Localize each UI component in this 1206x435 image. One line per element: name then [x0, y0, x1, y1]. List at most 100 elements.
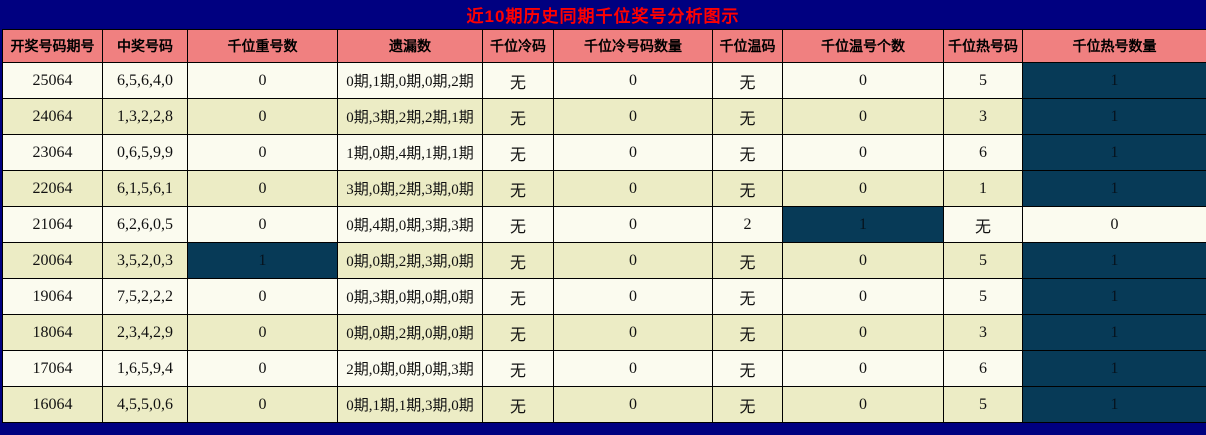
table-cell: 0,6,5,9,9 — [102, 134, 188, 171]
table-cell: 0 — [553, 386, 713, 423]
table-cell: 0期,0期,2期,3期,0期 — [337, 242, 483, 279]
table-row: 20064 3,5,2,0,3 1 0期,0期,2期,3期,0期无 0 无 0 5 1 — [2, 242, 1206, 279]
table-cell: 0 — [553, 350, 713, 387]
table-cell: 0 — [553, 206, 713, 243]
table-cell: 5 — [943, 242, 1023, 279]
column-header: 遗漏数 — [337, 29, 483, 63]
table-cell: 22064 — [2, 170, 103, 207]
table-row: 24064 1,3,2,2,8 0 0期,3期,2期,2期,1期无 0 无 0 3 1 — [2, 98, 1206, 135]
table-cell: 1 — [187, 242, 338, 279]
table-cell: 0 — [782, 134, 944, 171]
column-header: 开奖号码期号 — [2, 29, 103, 63]
table-cell: 3,5,2,0,3 — [102, 242, 188, 279]
table-cell: 0期,3期,0期,0期,0期 — [337, 278, 483, 315]
table-cell: 7,5,2,2,2 — [102, 278, 188, 315]
table-cell: 5 — [943, 278, 1023, 315]
table-cell: 无 — [712, 62, 783, 99]
column-header: 千位温号个数 — [782, 29, 944, 63]
table-cell: 0 — [1022, 206, 1206, 243]
table-cell: 6,2,6,0,5 — [102, 206, 188, 243]
table-cell: 无 — [482, 386, 554, 423]
table-cell: 0 — [187, 98, 338, 135]
table-cell: 6 — [943, 134, 1023, 171]
table-cell: 2,3,4,2,9 — [102, 314, 188, 351]
table-cell: 1 — [1022, 98, 1206, 135]
table-cell: 0 — [553, 62, 713, 99]
page-title: 近10期历史同期千位奖号分析图示 — [466, 7, 740, 26]
table-cell: 0 — [187, 314, 338, 351]
table-cell: 1 — [1022, 278, 1206, 315]
analysis-table: 开奖号码期号 中奖号码 千位重号数 遗漏数 千位冷码 千位冷号码数量 千位温码 千位温号个数千… — [2, 29, 1206, 423]
table-cell: 6 — [943, 350, 1023, 387]
table-cell: 0 — [782, 386, 944, 423]
table-cell: 无 — [482, 242, 554, 279]
table-cell: 无 — [482, 206, 554, 243]
table-cell: 0期,3期,2期,2期,1期 — [337, 98, 483, 135]
table-cell: 无 — [712, 350, 783, 387]
table-cell: 21064 — [2, 206, 103, 243]
table-cell: 1 — [1022, 62, 1206, 99]
table-row: 17064 1,6,5,9,4 0 2期,0期,0期,0期,3期无 0 无 0 6 1 — [2, 350, 1206, 387]
table-row: 16064 4,5,5,0,6 0 0期,1期,1期,3期,0期无 0 无 0 5 1 — [2, 386, 1206, 423]
table-cell: 6,5,6,4,0 — [102, 62, 188, 99]
column-header: 千位重号数 — [187, 29, 338, 63]
table-row: 21064 6,2,6,0,5 0 0期,4期,0期,3期,3期无 0 2 1 无 0 — [2, 206, 1206, 243]
table-cell: 0 — [553, 170, 713, 207]
table-cell: 3 — [943, 98, 1023, 135]
table-cell: 1期,0期,4期,1期,1期 — [337, 134, 483, 171]
table-cell: 1 — [1022, 134, 1206, 171]
column-header: 千位冷码 — [482, 29, 554, 63]
table-cell: 17064 — [2, 350, 103, 387]
table-cell: 无 — [712, 314, 783, 351]
table-row: 22064 6,1,5,6,1 0 3期,0期,2期,3期,0期无 0 无 0 1 1 — [2, 170, 1206, 207]
title-bar: 近10期历史同期千位奖号分析图示 — [0, 0, 1206, 29]
table-cell: 0 — [782, 350, 944, 387]
table-cell: 20064 — [2, 242, 103, 279]
table-cell: 0 — [187, 278, 338, 315]
table-cell: 2期,0期,0期,0期,3期 — [337, 350, 483, 387]
table-cell: 0 — [187, 206, 338, 243]
table-cell: 0 — [187, 134, 338, 171]
table-cell: 1 — [943, 170, 1023, 207]
table-cell: 0期,1期,0期,0期,2期 — [337, 62, 483, 99]
table-cell: 1 — [1022, 242, 1206, 279]
table-cell: 0 — [782, 170, 944, 207]
header-row: 开奖号码期号 中奖号码 千位重号数 遗漏数 千位冷码 千位冷号码数量 千位温码 千位温号个数千… — [2, 29, 1206, 63]
table-row: 23064 0,6,5,9,9 0 1期,0期,4期,1期,1期无 0 无 0 6 1 — [2, 134, 1206, 171]
table-cell: 0期,1期,1期,3期,0期 — [337, 386, 483, 423]
table-cell: 无 — [712, 242, 783, 279]
table-cell: 3期,0期,2期,3期,0期 — [337, 170, 483, 207]
table-cell: 19064 — [2, 278, 103, 315]
column-header: 中奖号码 — [102, 29, 188, 63]
table-row: 18064 2,3,4,2,9 0 0期,0期,2期,0期,0期无 0 无 0 3 1 — [2, 314, 1206, 351]
table-row: 19064 7,5,2,2,2 0 0期,3期,0期,0期,0期无 0 无 0 5 1 — [2, 278, 1206, 315]
table-cell: 1 — [1022, 350, 1206, 387]
table-body: 25064 6,5,6,4,0 0 0期,1期,0期,0期,2期无 0 无 0 5 1 24064… — [2, 62, 1206, 423]
table-cell: 0 — [187, 350, 338, 387]
table-cell: 0 — [782, 98, 944, 135]
table-cell: 无 — [482, 278, 554, 315]
table-cell: 无 — [712, 386, 783, 423]
analysis-table-wrapper: 开奖号码期号 中奖号码 千位重号数 遗漏数 千位冷码 千位冷号码数量 千位温码 千位温号个数千… — [0, 29, 1206, 423]
table-cell: 0 — [553, 314, 713, 351]
table-cell: 1 — [782, 206, 944, 243]
table-cell: 无 — [943, 206, 1023, 243]
table-cell: 1 — [1022, 170, 1206, 207]
table-cell: 无 — [712, 98, 783, 135]
table-cell: 1,3,2,2,8 — [102, 98, 188, 135]
table-cell: 2 — [712, 206, 783, 243]
column-header: 千位热号码 — [943, 29, 1023, 63]
table-cell: 0 — [553, 134, 713, 171]
table-cell: 无 — [482, 314, 554, 351]
table-cell: 0 — [782, 314, 944, 351]
table-cell: 0 — [187, 170, 338, 207]
table-cell: 0期,0期,2期,0期,0期 — [337, 314, 483, 351]
table-cell: 0 — [553, 242, 713, 279]
column-header: 千位温码 — [712, 29, 783, 63]
table-row: 25064 6,5,6,4,0 0 0期,1期,0期,0期,2期无 0 无 0 5 1 — [2, 62, 1206, 99]
table-cell: 1 — [1022, 314, 1206, 351]
table-cell: 6,1,5,6,1 — [102, 170, 188, 207]
table-cell: 0 — [553, 98, 713, 135]
table-cell: 0 — [187, 386, 338, 423]
table-cell: 0 — [782, 242, 944, 279]
